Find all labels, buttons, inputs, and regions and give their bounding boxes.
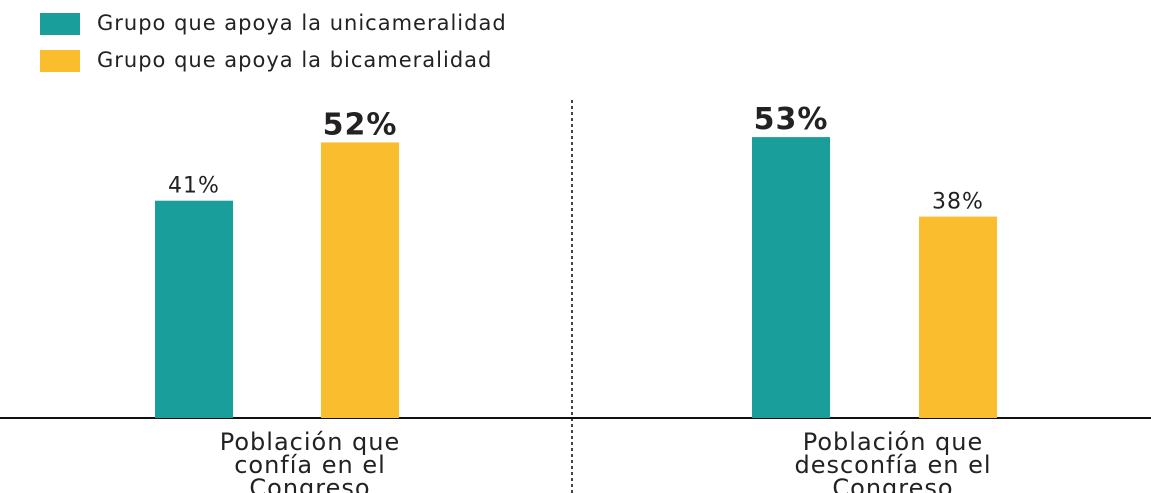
- bar: [919, 216, 997, 418]
- value-label: 52%: [323, 107, 398, 142]
- value-label: 38%: [932, 190, 984, 215]
- legend-label: Grupo que apoya la unicameralidad: [97, 11, 507, 35]
- x-tick-label-line: confía en el: [234, 451, 386, 479]
- bar: [752, 137, 830, 418]
- x-tick-label: Población que desconfía en el Congreso: [794, 428, 991, 493]
- legend-swatch: [40, 13, 80, 35]
- x-tick-label-line: desconfía en el: [794, 451, 991, 479]
- x-tick-label: Población que confía en el Congreso: [220, 428, 401, 493]
- legend-swatch: [40, 50, 80, 72]
- legend-label: Grupo que apoya la bicameralidad: [97, 48, 492, 72]
- value-label: 41%: [168, 174, 220, 199]
- x-tick-label-line: Congreso: [832, 474, 953, 493]
- bar: [155, 200, 233, 418]
- x-tick-label-line: Población que: [220, 428, 401, 456]
- x-tick-label-line: Población que: [803, 428, 984, 456]
- bar: [321, 142, 399, 418]
- x-tick-label-line: Congreso: [249, 474, 370, 493]
- value-label: 53%: [754, 102, 829, 137]
